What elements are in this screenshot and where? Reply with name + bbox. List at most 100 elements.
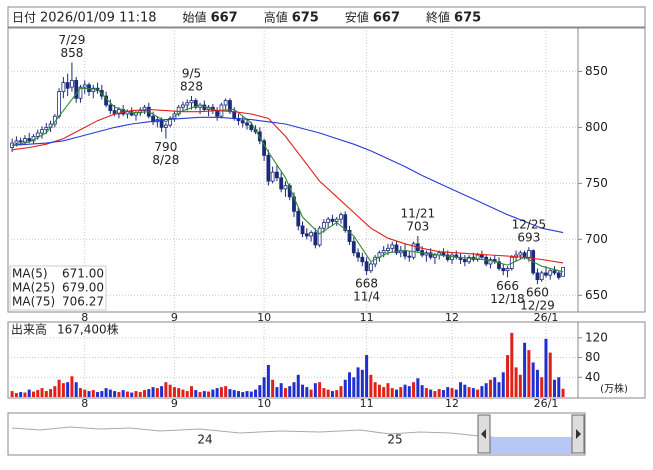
volume-bar [211, 389, 215, 397]
legend-box [9, 265, 107, 311]
candle-body [343, 214, 348, 231]
volume-bar [160, 386, 164, 397]
annotation-date: 8/28 [152, 153, 179, 167]
candle-body [74, 79, 79, 99]
volume-bar [553, 379, 557, 397]
candle-body [117, 109, 121, 115]
volume-bar [49, 389, 53, 397]
candle-body [249, 124, 254, 131]
volume-bar [113, 391, 117, 397]
volume-bar [394, 389, 398, 397]
candle-body [347, 229, 352, 242]
candle-body [381, 250, 386, 254]
volume-bar [241, 392, 245, 397]
y-tick-label: 800 [585, 120, 608, 134]
annotation-date: 12/18 [490, 292, 525, 306]
volume-bar [369, 374, 373, 397]
candle-body [57, 91, 62, 117]
candle-body [321, 222, 326, 229]
header-label: 始値 [183, 10, 207, 25]
volume-bar [262, 377, 266, 397]
volume-bar [365, 355, 369, 397]
volume-bar [501, 372, 505, 397]
candle-body [40, 129, 44, 134]
volume-bar [143, 390, 147, 397]
candle-body [18, 140, 23, 143]
candle-body [309, 232, 313, 237]
candle-body [501, 268, 506, 272]
volume-bar [134, 391, 138, 397]
volume-bar [172, 387, 176, 397]
volume-bar [463, 384, 467, 397]
volume-bar [245, 391, 249, 397]
candle-body [539, 272, 544, 281]
volume-bar [301, 384, 305, 397]
volume-bar [258, 385, 262, 397]
volume-bar [403, 384, 407, 397]
volume-bar [518, 374, 522, 397]
header-value: 675 [454, 11, 481, 26]
candle-body [193, 100, 198, 108]
candle-body [14, 140, 19, 144]
x-tick-label: 11 [360, 311, 374, 324]
candle-body [181, 104, 185, 108]
candle-body [407, 255, 412, 258]
volume-bar [19, 392, 23, 397]
candle-body [326, 218, 331, 223]
volume-bar [471, 388, 475, 397]
x-tick-label: 8 [81, 397, 88, 410]
volume-bar [198, 392, 202, 397]
legend-value: 706.27 [62, 295, 104, 309]
volume-bar [232, 390, 236, 397]
candle-body [185, 102, 190, 106]
candle-body [428, 252, 433, 258]
x-tick-label: 26/1 [534, 397, 559, 410]
candle-body [368, 263, 373, 272]
candle-body [313, 232, 318, 246]
y-tick-label: 850 [585, 64, 608, 78]
candle-body [215, 110, 220, 117]
volume-bar [399, 387, 403, 397]
candle-body [245, 122, 249, 126]
candle-body [189, 100, 194, 104]
candle-body [556, 272, 561, 278]
legend-name: MA(25) [12, 281, 55, 295]
volume-unit: (万株) [600, 382, 628, 395]
volume-bar [540, 377, 544, 397]
volume-bar [130, 392, 134, 397]
volume-bar [185, 391, 189, 397]
candle-body [390, 244, 395, 249]
volume-bar [78, 388, 82, 397]
volume-bar [377, 384, 381, 397]
volume-bar [493, 377, 497, 397]
header-box [7, 6, 646, 28]
header-label: 終値 [426, 10, 450, 25]
candle-body [283, 185, 288, 190]
annotation-date: 12/29 [520, 299, 555, 313]
volume-bar [271, 379, 275, 397]
y-tick-label: 750 [585, 176, 608, 190]
candle-body [270, 171, 275, 182]
volume-bar [91, 390, 95, 397]
y-tick-label: 120 [585, 330, 608, 344]
candle-body [82, 84, 87, 88]
candle-body [403, 250, 407, 257]
header-value: 675 [292, 11, 319, 26]
volume-bar [309, 389, 313, 397]
volume-bar [207, 391, 211, 397]
candle-body [70, 79, 74, 88]
volume-bar [14, 393, 18, 397]
volume-bar [249, 391, 253, 397]
volume-bar [318, 382, 322, 397]
candle-body [334, 218, 339, 222]
volume-bar [177, 388, 181, 397]
candle-body [65, 82, 70, 89]
volume-bar [548, 352, 552, 397]
candle-body [441, 252, 446, 256]
candle-body [475, 254, 480, 260]
annotation-value: 666 [496, 279, 519, 293]
volume-bar [57, 379, 61, 397]
volume-bar [305, 387, 309, 397]
volume-bar [202, 391, 206, 397]
